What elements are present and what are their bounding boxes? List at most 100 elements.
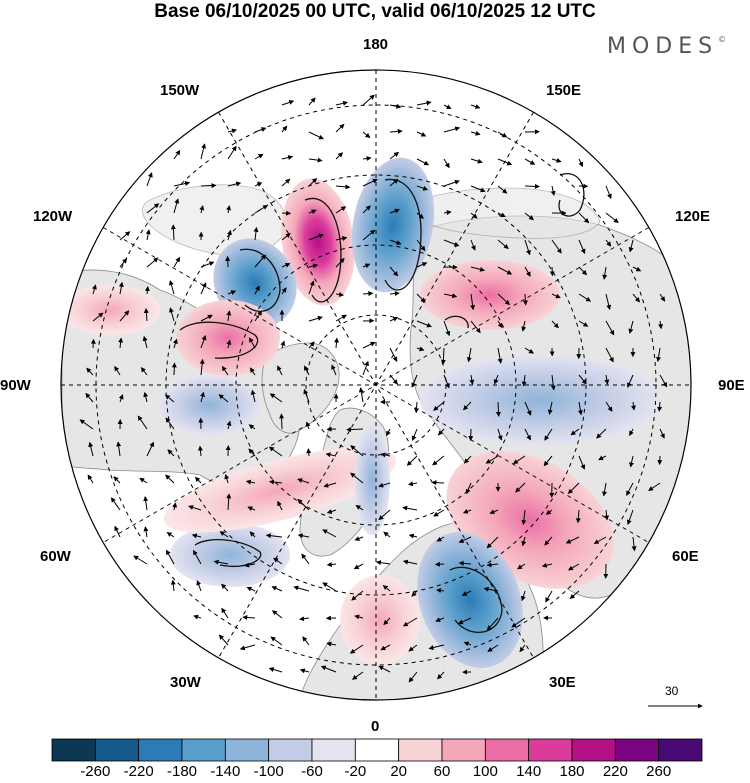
wind-arrow bbox=[334, 337, 340, 349]
anomaly-positive-siberia bbox=[420, 260, 560, 330]
wind-arrow bbox=[165, 549, 175, 565]
wind-arrow bbox=[226, 310, 232, 322]
wind-arrow bbox=[382, 584, 391, 592]
wind-arrow bbox=[326, 641, 337, 647]
colorbar-tick-label: 100 bbox=[472, 763, 498, 780]
wind-arrow bbox=[362, 291, 374, 297]
wind-vectors bbox=[79, 94, 668, 683]
wind-arrow bbox=[239, 644, 256, 651]
wind-arrow bbox=[244, 562, 256, 568]
wind-arrow bbox=[461, 590, 472, 596]
wind-arrow bbox=[458, 560, 472, 566]
wind-arrow bbox=[362, 205, 371, 214]
wind-arrow bbox=[116, 441, 122, 457]
wind-arrow bbox=[308, 280, 315, 295]
wind-arrow bbox=[659, 374, 668, 388]
wind-arrow bbox=[218, 634, 229, 646]
wind-arrow bbox=[227, 181, 242, 187]
wind-arrow bbox=[657, 401, 663, 412]
wind-arrow bbox=[265, 533, 283, 539]
wind-arrow bbox=[570, 428, 580, 436]
wind-arrow bbox=[146, 172, 153, 187]
wind-arrow bbox=[406, 455, 418, 466]
colorbar-tick-label: -140 bbox=[210, 763, 241, 780]
wind-arrow bbox=[249, 337, 256, 349]
wind-arrow bbox=[173, 338, 178, 349]
contour-line bbox=[384, 178, 422, 291]
wind-arrow bbox=[605, 401, 613, 412]
wind-arrow bbox=[565, 536, 580, 544]
wind-arrow bbox=[335, 236, 348, 241]
wind-arrow bbox=[301, 553, 310, 565]
wind-arrow bbox=[605, 347, 614, 363]
wind-arrow bbox=[383, 617, 391, 626]
anomaly-shading bbox=[61, 157, 660, 668]
colorbar-swatch bbox=[658, 738, 703, 762]
wind-arrow bbox=[547, 401, 553, 415]
wind-arrow bbox=[269, 393, 283, 403]
wind-arrow bbox=[218, 394, 229, 403]
wind-arrow bbox=[432, 455, 445, 466]
wind-arrow bbox=[470, 104, 481, 109]
wind-arrow bbox=[389, 128, 403, 134]
wind-arrow bbox=[489, 509, 499, 514]
wind-arrow bbox=[519, 644, 526, 653]
wind-arrow bbox=[416, 158, 430, 166]
wind-arrow bbox=[226, 420, 232, 430]
wind-arrow bbox=[245, 479, 256, 485]
wind-arrow bbox=[416, 293, 426, 303]
lon-label-60w: 60W bbox=[40, 548, 71, 565]
wind-arrow bbox=[577, 401, 583, 416]
wind-arrow bbox=[246, 586, 256, 592]
lon-label-30w: 30W bbox=[170, 674, 201, 691]
colorbar bbox=[51, 738, 703, 762]
wind-arrow bbox=[197, 445, 203, 457]
wind-arrow bbox=[435, 617, 445, 622]
wind-arrow bbox=[485, 455, 499, 464]
anomaly-positive-europe bbox=[340, 575, 420, 665]
wind-arrow bbox=[443, 104, 452, 110]
wind-arrow bbox=[443, 320, 451, 337]
colorbar-swatch bbox=[614, 738, 660, 762]
wind-arrow bbox=[470, 293, 476, 311]
map-title: Base 06/10/2025 00 UTC, valid 06/10/2025… bbox=[154, 1, 596, 22]
wind-arrow bbox=[172, 502, 178, 511]
wind-arrow bbox=[225, 255, 231, 268]
wind-arrow bbox=[433, 401, 445, 411]
wind-arrow bbox=[497, 212, 506, 218]
wind-arrow bbox=[522, 293, 528, 306]
wind-arrow bbox=[632, 266, 642, 272]
wind-arrow bbox=[362, 263, 371, 269]
wind-arrow bbox=[335, 206, 347, 214]
wind-arrow bbox=[389, 291, 400, 297]
wind-arrow bbox=[146, 203, 160, 214]
wind-arrow bbox=[596, 428, 607, 439]
colorbar-tick-label: -180 bbox=[166, 763, 198, 780]
wind-arrow bbox=[578, 455, 586, 470]
wind-arrow bbox=[79, 419, 94, 430]
modes-logo: MODES© bbox=[607, 34, 726, 59]
lon-label-150e: 150E bbox=[546, 82, 582, 99]
wind-arrow bbox=[308, 315, 323, 322]
wind-arrow bbox=[143, 495, 149, 511]
wind-arrow bbox=[249, 531, 256, 538]
wind-arrow bbox=[308, 97, 316, 106]
wind-arrow bbox=[335, 152, 344, 160]
wind-arrow bbox=[114, 525, 121, 538]
wind-arrow bbox=[226, 493, 232, 511]
wind-arrow bbox=[362, 131, 371, 139]
wind-arrow bbox=[139, 477, 148, 484]
wind-arrow bbox=[293, 585, 310, 592]
wind-arrow bbox=[457, 617, 472, 625]
wind-arrow bbox=[165, 474, 175, 484]
wind-arrow bbox=[578, 239, 586, 255]
wind-arrow bbox=[335, 291, 345, 297]
wind-arrow bbox=[414, 401, 420, 414]
wind-arrow bbox=[443, 210, 452, 216]
wind-arrow bbox=[524, 158, 536, 165]
wind-arrow bbox=[326, 561, 337, 567]
contour-line bbox=[444, 315, 469, 329]
wind-arrow bbox=[326, 509, 337, 514]
wind-arrow bbox=[171, 362, 177, 376]
wind-arrow bbox=[629, 455, 634, 468]
